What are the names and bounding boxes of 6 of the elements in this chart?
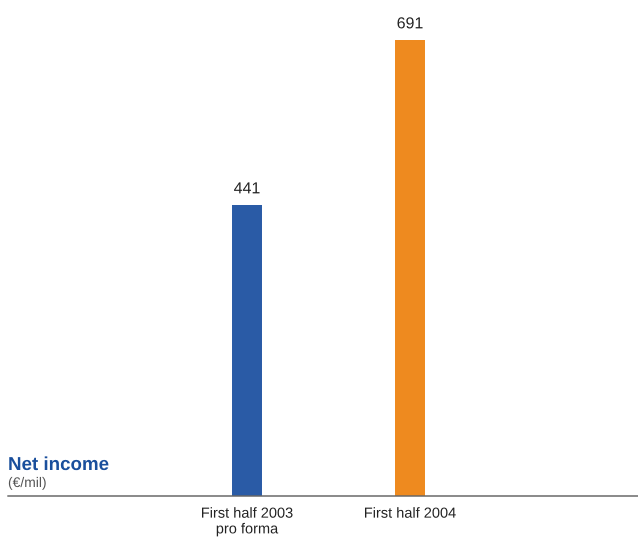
text: Net income <box>9 456 108 470</box>
x-tick-label: First half 2004 <box>364 507 456 518</box>
data-label: 441 <box>234 182 260 194</box>
text: (€/mil) <box>8 476 46 490</box>
x-tick-label: First half 2003 pro forma <box>202 507 293 536</box>
data-label: 691 <box>397 17 423 29</box>
